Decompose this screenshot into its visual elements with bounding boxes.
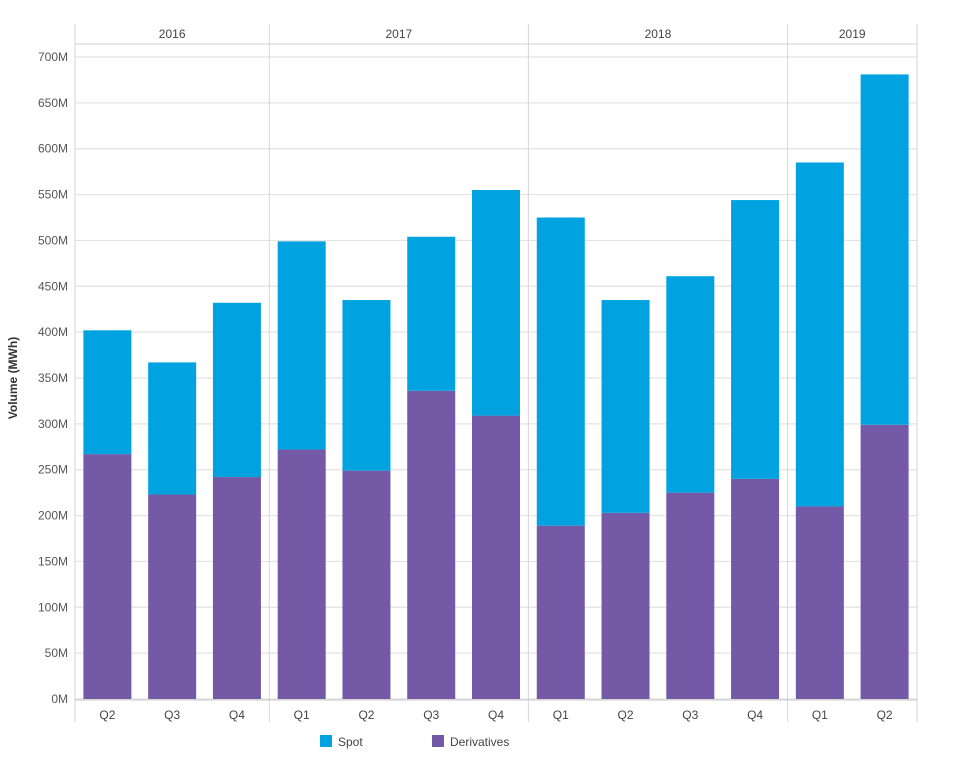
bar-spot [536, 217, 585, 526]
year-label: 2016 [159, 27, 186, 41]
bar-derivatives [536, 525, 585, 699]
bar-spot [148, 362, 197, 495]
bar-derivatives [407, 390, 456, 699]
x-tick-label: Q1 [812, 708, 828, 722]
x-tick-label: Q2 [877, 708, 893, 722]
bars [83, 74, 909, 699]
bar-derivatives [277, 449, 326, 699]
bar-spot [83, 330, 132, 455]
bar-derivatives [860, 424, 909, 699]
bar-spot [342, 300, 391, 471]
y-tick-label: 150M [38, 554, 68, 568]
year-header: 2016 2017 2018 2019 [75, 27, 917, 45]
bar-derivatives [601, 512, 650, 699]
legend-swatch [320, 735, 332, 747]
x-tick-label: Q3 [682, 708, 698, 722]
y-tick-label: 300M [38, 417, 68, 431]
y-tick-label: 200M [38, 509, 68, 523]
x-tick-label: Q4 [229, 708, 245, 722]
y-tick-label: 0M [51, 692, 68, 706]
y-tick-label: 650M [38, 96, 68, 110]
y-tick-label: 700M [38, 50, 68, 64]
axes: 0M 50M 100M 150M 200M 250M 300M 350M 400M 450M 500… [6, 50, 917, 722]
bar-spot [277, 241, 326, 450]
x-tick-label: Q4 [747, 708, 763, 722]
bar-derivatives [342, 470, 391, 699]
y-tick-label: 400M [38, 325, 68, 339]
bar-spot [795, 162, 844, 507]
legend-label: Derivatives [450, 735, 509, 749]
bar-derivatives [731, 478, 780, 699]
y-tick-label: 500M [38, 233, 68, 247]
x-tick-label: Q1 [294, 708, 310, 722]
y-tick-label: 100M [38, 600, 68, 614]
x-tick-label: Q1 [553, 708, 569, 722]
bar-derivatives [148, 494, 197, 699]
x-tick-label: Q2 [618, 708, 634, 722]
legend-label: Spot [338, 735, 363, 749]
y-axis-title: Volume (MWh) [6, 337, 20, 419]
bar-derivatives [666, 492, 715, 699]
bar-derivatives [795, 506, 844, 699]
y-tick-label: 450M [38, 279, 68, 293]
x-tick-label: Q3 [164, 708, 180, 722]
x-tick-label: Q4 [488, 708, 504, 722]
legend-swatch [432, 735, 444, 747]
y-tick-label: 350M [38, 371, 68, 385]
x-tick-label: Q3 [423, 708, 439, 722]
year-label: 2018 [645, 27, 672, 41]
legend: Spot Derivatives [320, 735, 509, 749]
y-tick-label: 250M [38, 463, 68, 477]
bar-spot [601, 300, 650, 513]
bar-derivatives [472, 415, 520, 699]
bar-spot [407, 236, 456, 391]
bar-spot [666, 276, 715, 493]
bar-spot [472, 189, 520, 416]
bar-spot [212, 302, 261, 478]
bar-spot [860, 74, 909, 425]
y-tick-label: 600M [38, 142, 68, 156]
bar-derivatives [212, 477, 261, 699]
x-tick-label: Q2 [358, 708, 374, 722]
y-tick-label: 550M [38, 188, 68, 202]
x-tick-label: Q2 [99, 708, 115, 722]
y-tick-label: 50M [45, 646, 68, 660]
bar-derivatives [83, 454, 132, 699]
year-label: 2019 [839, 27, 866, 41]
bar-spot [731, 200, 780, 479]
year-label: 2017 [385, 27, 412, 41]
